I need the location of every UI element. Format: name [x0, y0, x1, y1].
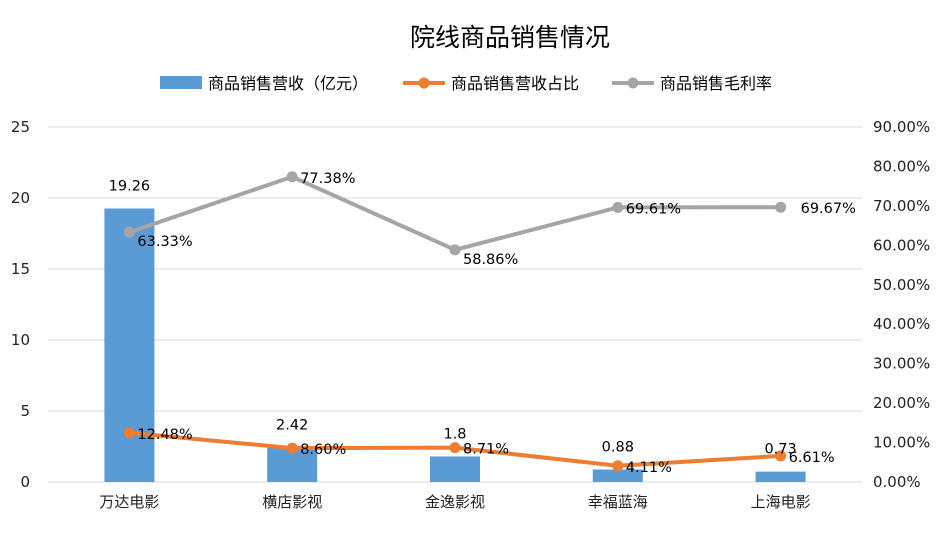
line-point — [775, 201, 787, 213]
line-value-label: 6.61% — [789, 450, 835, 466]
x-tick-label: 金逸影视 — [425, 493, 485, 511]
line-value-label: 8.60% — [300, 442, 346, 458]
line-value-label: 69.61% — [626, 201, 681, 217]
line-point — [449, 244, 461, 256]
legend-label: 商品销售营收（亿元） — [208, 74, 368, 93]
y-right-tick-label: 0.00% — [873, 473, 921, 491]
y-right-tick-label: 40.00% — [873, 315, 930, 333]
y-right-tick-label: 20.00% — [873, 394, 930, 412]
bar-value-label: 0.73 — [764, 442, 796, 458]
y-left-tick-label: 10 — [11, 331, 30, 349]
x-tick-label: 上海电影 — [751, 493, 811, 511]
y-right-tick-label: 90.00% — [873, 118, 930, 136]
line-value-label: 4.11% — [626, 460, 672, 476]
y-right-tick-label: 10.00% — [873, 434, 930, 452]
x-tick-label: 万达电影 — [99, 493, 159, 511]
legend-marker — [418, 77, 430, 89]
line-point — [123, 226, 135, 238]
line-point — [612, 460, 624, 472]
line-point — [775, 450, 787, 462]
y-left-tick-label: 0 — [20, 473, 30, 491]
line-point — [449, 442, 461, 454]
line-value-label: 12.48% — [137, 427, 192, 443]
legend-label: 商品销售毛利率 — [660, 74, 772, 93]
y-right-tick-label: 30.00% — [873, 355, 930, 373]
line-point — [612, 201, 624, 213]
y-left-tick-label: 20 — [11, 189, 30, 207]
y-right-tick-label: 50.00% — [873, 276, 930, 294]
chart-title: 院线商品销售情况 — [410, 23, 610, 52]
bar-value-label: 2.42 — [276, 418, 308, 434]
y-left-tick-label: 25 — [11, 118, 30, 136]
y-right-tick-label: 60.00% — [873, 236, 930, 254]
bar-value-label: 0.88 — [602, 440, 634, 456]
bar — [755, 471, 806, 482]
line-value-label: 63.33% — [137, 234, 192, 250]
y-left-tick-label: 15 — [11, 260, 30, 278]
bar — [592, 469, 643, 482]
line-point — [286, 171, 298, 183]
y-right-tick-label: 80.00% — [873, 157, 930, 175]
legend-swatch — [160, 76, 202, 89]
bar-value-label: 19.26 — [109, 179, 151, 195]
line-value-label: 58.86% — [463, 252, 518, 268]
axes: 0 5 10 15 20 25 0.00% 10.00% 20.00% 30.00% 40.00% 5… — [11, 118, 930, 511]
bar-value-label: 1.8 — [443, 426, 466, 442]
y-left-tick-label: 5 — [20, 402, 30, 420]
bar — [430, 456, 480, 482]
x-tick-label: 横店影视 — [262, 493, 322, 511]
data-labels: 19.26 2.42 1.8 0.88 0.73 63.33% 77.38% 58.86% 69… — [109, 171, 856, 476]
lines — [123, 171, 787, 472]
y-right-tick-label: 70.00% — [873, 197, 930, 215]
line-value-label: 69.67% — [801, 201, 856, 217]
legend-label: 商品销售营收占比 — [451, 74, 579, 93]
line-point — [286, 442, 298, 454]
legend: 商品销售营收（亿元） 商品销售营收占比 商品销售毛利率 — [160, 74, 772, 93]
line-point — [123, 427, 135, 439]
line-value-label: 77.38% — [300, 171, 355, 187]
line-gross-margin — [128, 174, 781, 252]
legend-marker — [627, 77, 639, 89]
line-value-label: 8.71% — [463, 442, 509, 458]
x-tick-label: 幸福蓝海 — [588, 493, 648, 511]
